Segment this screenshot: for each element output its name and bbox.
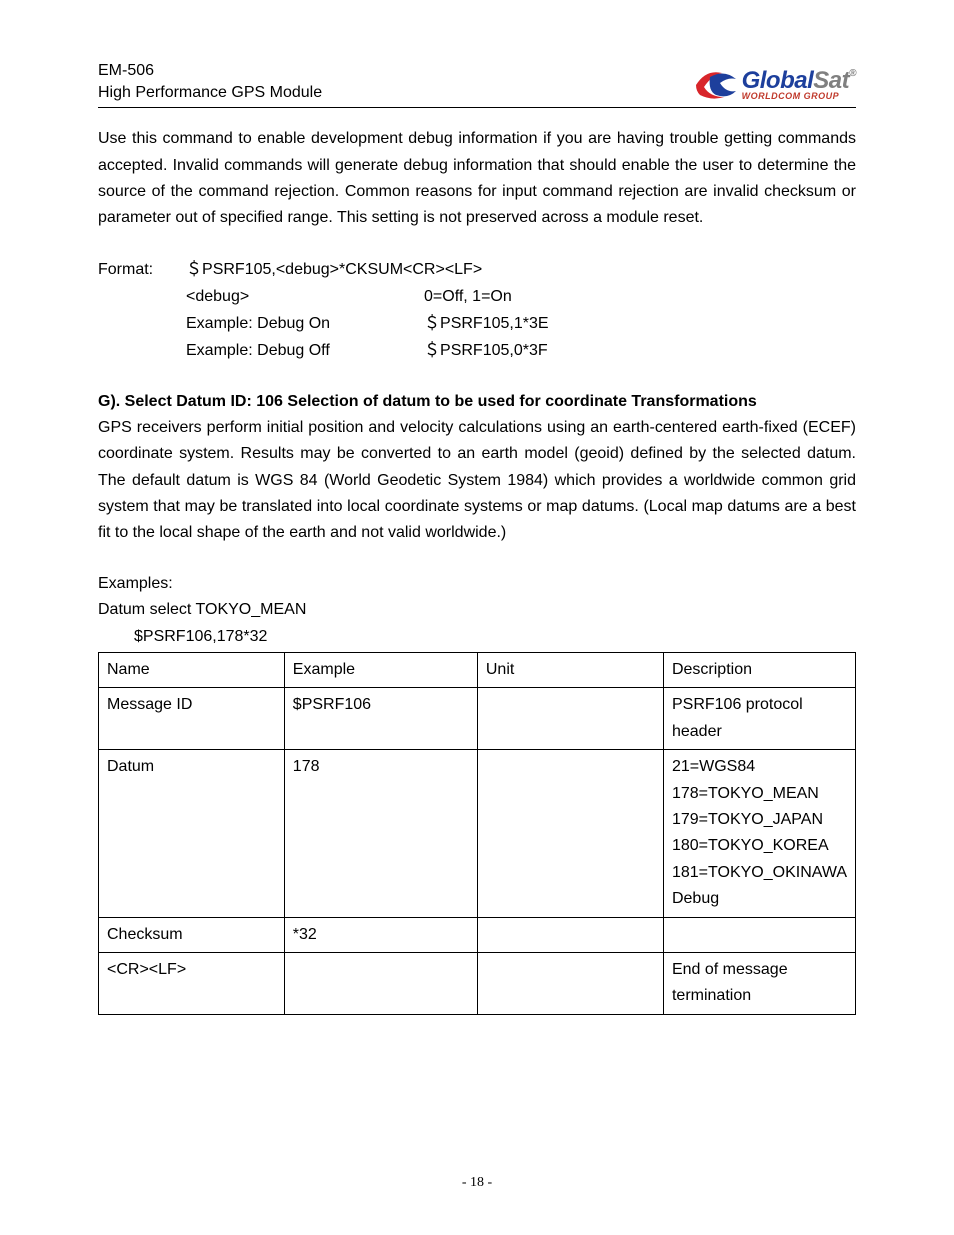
format-line1: ＄PSRF105,<debug>*CKSUM<CR><LF> [186,256,856,283]
header-line1: EM-506 [98,60,322,82]
th-description: Description [663,653,855,688]
cell-desc [663,917,855,952]
section-g-title: G). Select Datum ID: 106 Selection of da… [98,389,856,415]
table-row: Checksum *32 [99,917,856,952]
cell-example: *32 [284,917,477,952]
page-header: EM-506 High Performance GPS Module Globa… [98,60,856,108]
format-block: Format: ＄PSRF105,<debug>*CKSUM<CR><LF> <… [98,256,856,365]
format-row-3: Example: Debug On ＄PSRF105,1*3E [98,310,856,337]
globalsat-logo: GlobalSat® WORLDCOM GROUP [694,67,856,103]
page-container: EM-506 High Performance GPS Module Globa… [0,0,954,1235]
dollar-sign: ＄ [186,261,202,278]
format-row-2: <debug> 0=Off, 1=On [98,283,856,310]
table-row: <CR><LF> End of message termination [99,952,856,1014]
cell-unit [477,952,663,1014]
logo-main-line: GlobalSat® [742,69,856,93]
examples-line3: $PSRF106,178*32 [98,624,856,650]
header-text: EM-506 High Performance GPS Module [98,60,322,103]
cell-unit [477,750,663,917]
logo-global: Global [742,67,814,94]
th-name: Name [99,653,285,688]
examples-label: Examples: [98,571,856,597]
dollar-sign: ＄ [424,342,440,359]
format-label: Format: [98,256,186,283]
dollar-sign: ＄ [424,315,440,332]
logo-swoosh-icon [694,67,738,103]
cell-desc: End of message termination [663,952,855,1014]
logo-sub-line: WORLDCOM GROUP [742,92,856,101]
example-on-label: Example: Debug On [186,310,424,337]
example-on-cmd: PSRF105,1*3E [440,315,549,332]
datum-table: Name Example Unit Description Message ID… [98,652,856,1015]
cell-example: $PSRF106 [284,688,477,750]
cell-name: Datum [99,750,285,917]
logo-reg: ® [849,68,856,79]
cell-name: Checksum [99,917,285,952]
table-row: Message ID $PSRF106 PSRF106 protocol hea… [99,688,856,750]
section-g-body: GPS receivers perform initial position a… [98,415,856,547]
logo-text: GlobalSat® WORLDCOM GROUP [742,69,856,101]
table-header-row: Name Example Unit Description [99,653,856,688]
debug-param: <debug> [186,283,424,310]
cell-unit [477,688,663,750]
table-row: Datum 178 21=WGS84 178=TOKYO_MEAN 179=TO… [99,750,856,917]
cell-example: 178 [284,750,477,917]
example-off-cmd: PSRF105,0*3F [440,342,548,359]
example-on-value: ＄PSRF105,1*3E [424,310,856,337]
cell-example [284,952,477,1014]
header-line2: High Performance GPS Module [98,82,322,104]
format-row-4: Example: Debug Off ＄PSRF105,0*3F [98,337,856,364]
page-number: - 18 - [0,1175,954,1191]
cell-name: <CR><LF> [99,952,285,1014]
examples-line2: Datum select TOKYO_MEAN [98,597,856,623]
cell-name: Message ID [99,688,285,750]
format-row-1: Format: ＄PSRF105,<debug>*CKSUM<CR><LF> [98,256,856,283]
th-unit: Unit [477,653,663,688]
cell-desc: 21=WGS84 178=TOKYO_MEAN 179=TOKYO_JAPAN … [663,750,855,917]
examples-block: Examples: Datum select TOKYO_MEAN $PSRF1… [98,571,856,650]
cell-desc: PSRF106 protocol header [663,688,855,750]
example-off-value: ＄PSRF105,0*3F [424,337,856,364]
logo-sat: Sat [813,67,849,94]
example-off-label: Example: Debug Off [186,337,424,364]
format-cmd: PSRF105,<debug>*CKSUM<CR><LF> [202,261,482,278]
th-example: Example [284,653,477,688]
section-g: G). Select Datum ID: 106 Selection of da… [98,389,856,547]
debug-values: 0=Off, 1=On [424,283,856,310]
intro-paragraph: Use this command to enable development d… [98,126,856,232]
cell-unit [477,917,663,952]
